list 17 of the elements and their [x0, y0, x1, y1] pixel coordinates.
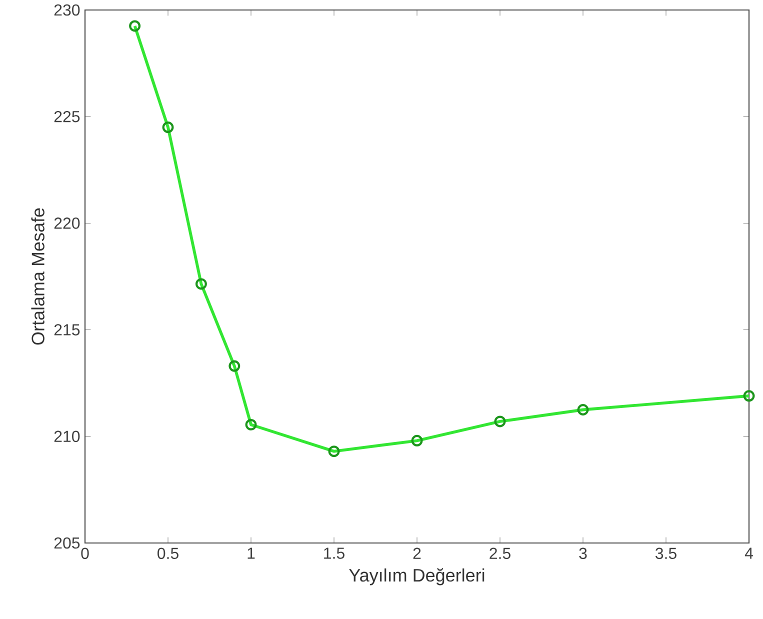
y-tick-label: 220 [54, 218, 80, 229]
y-tick-label: 230 [54, 4, 80, 16]
x-tick-label: 0 [81, 548, 89, 560]
y-tick-label: 215 [54, 324, 80, 336]
x-tick-label: 2.5 [490, 548, 510, 560]
y-tick-label: 205 [54, 537, 80, 549]
x-tick-label: 2 [413, 548, 421, 559]
x-tick-label: 4 [744, 548, 753, 559]
x-tick-label: 3 [579, 548, 587, 560]
x-tick-label: 1.5 [324, 548, 344, 559]
x-tick-label: 3.5 [655, 548, 676, 560]
x-tick-label: 0.5 [158, 548, 178, 560]
y-tick-label: 210 [54, 430, 80, 442]
x-tick-label: 1 [248, 548, 255, 559]
x-axis-title: Yayılım Değerleri [349, 568, 484, 586]
y-tick-label: 225 [54, 110, 80, 122]
y-axis-title: Ortalama Mesafe [31, 208, 44, 345]
